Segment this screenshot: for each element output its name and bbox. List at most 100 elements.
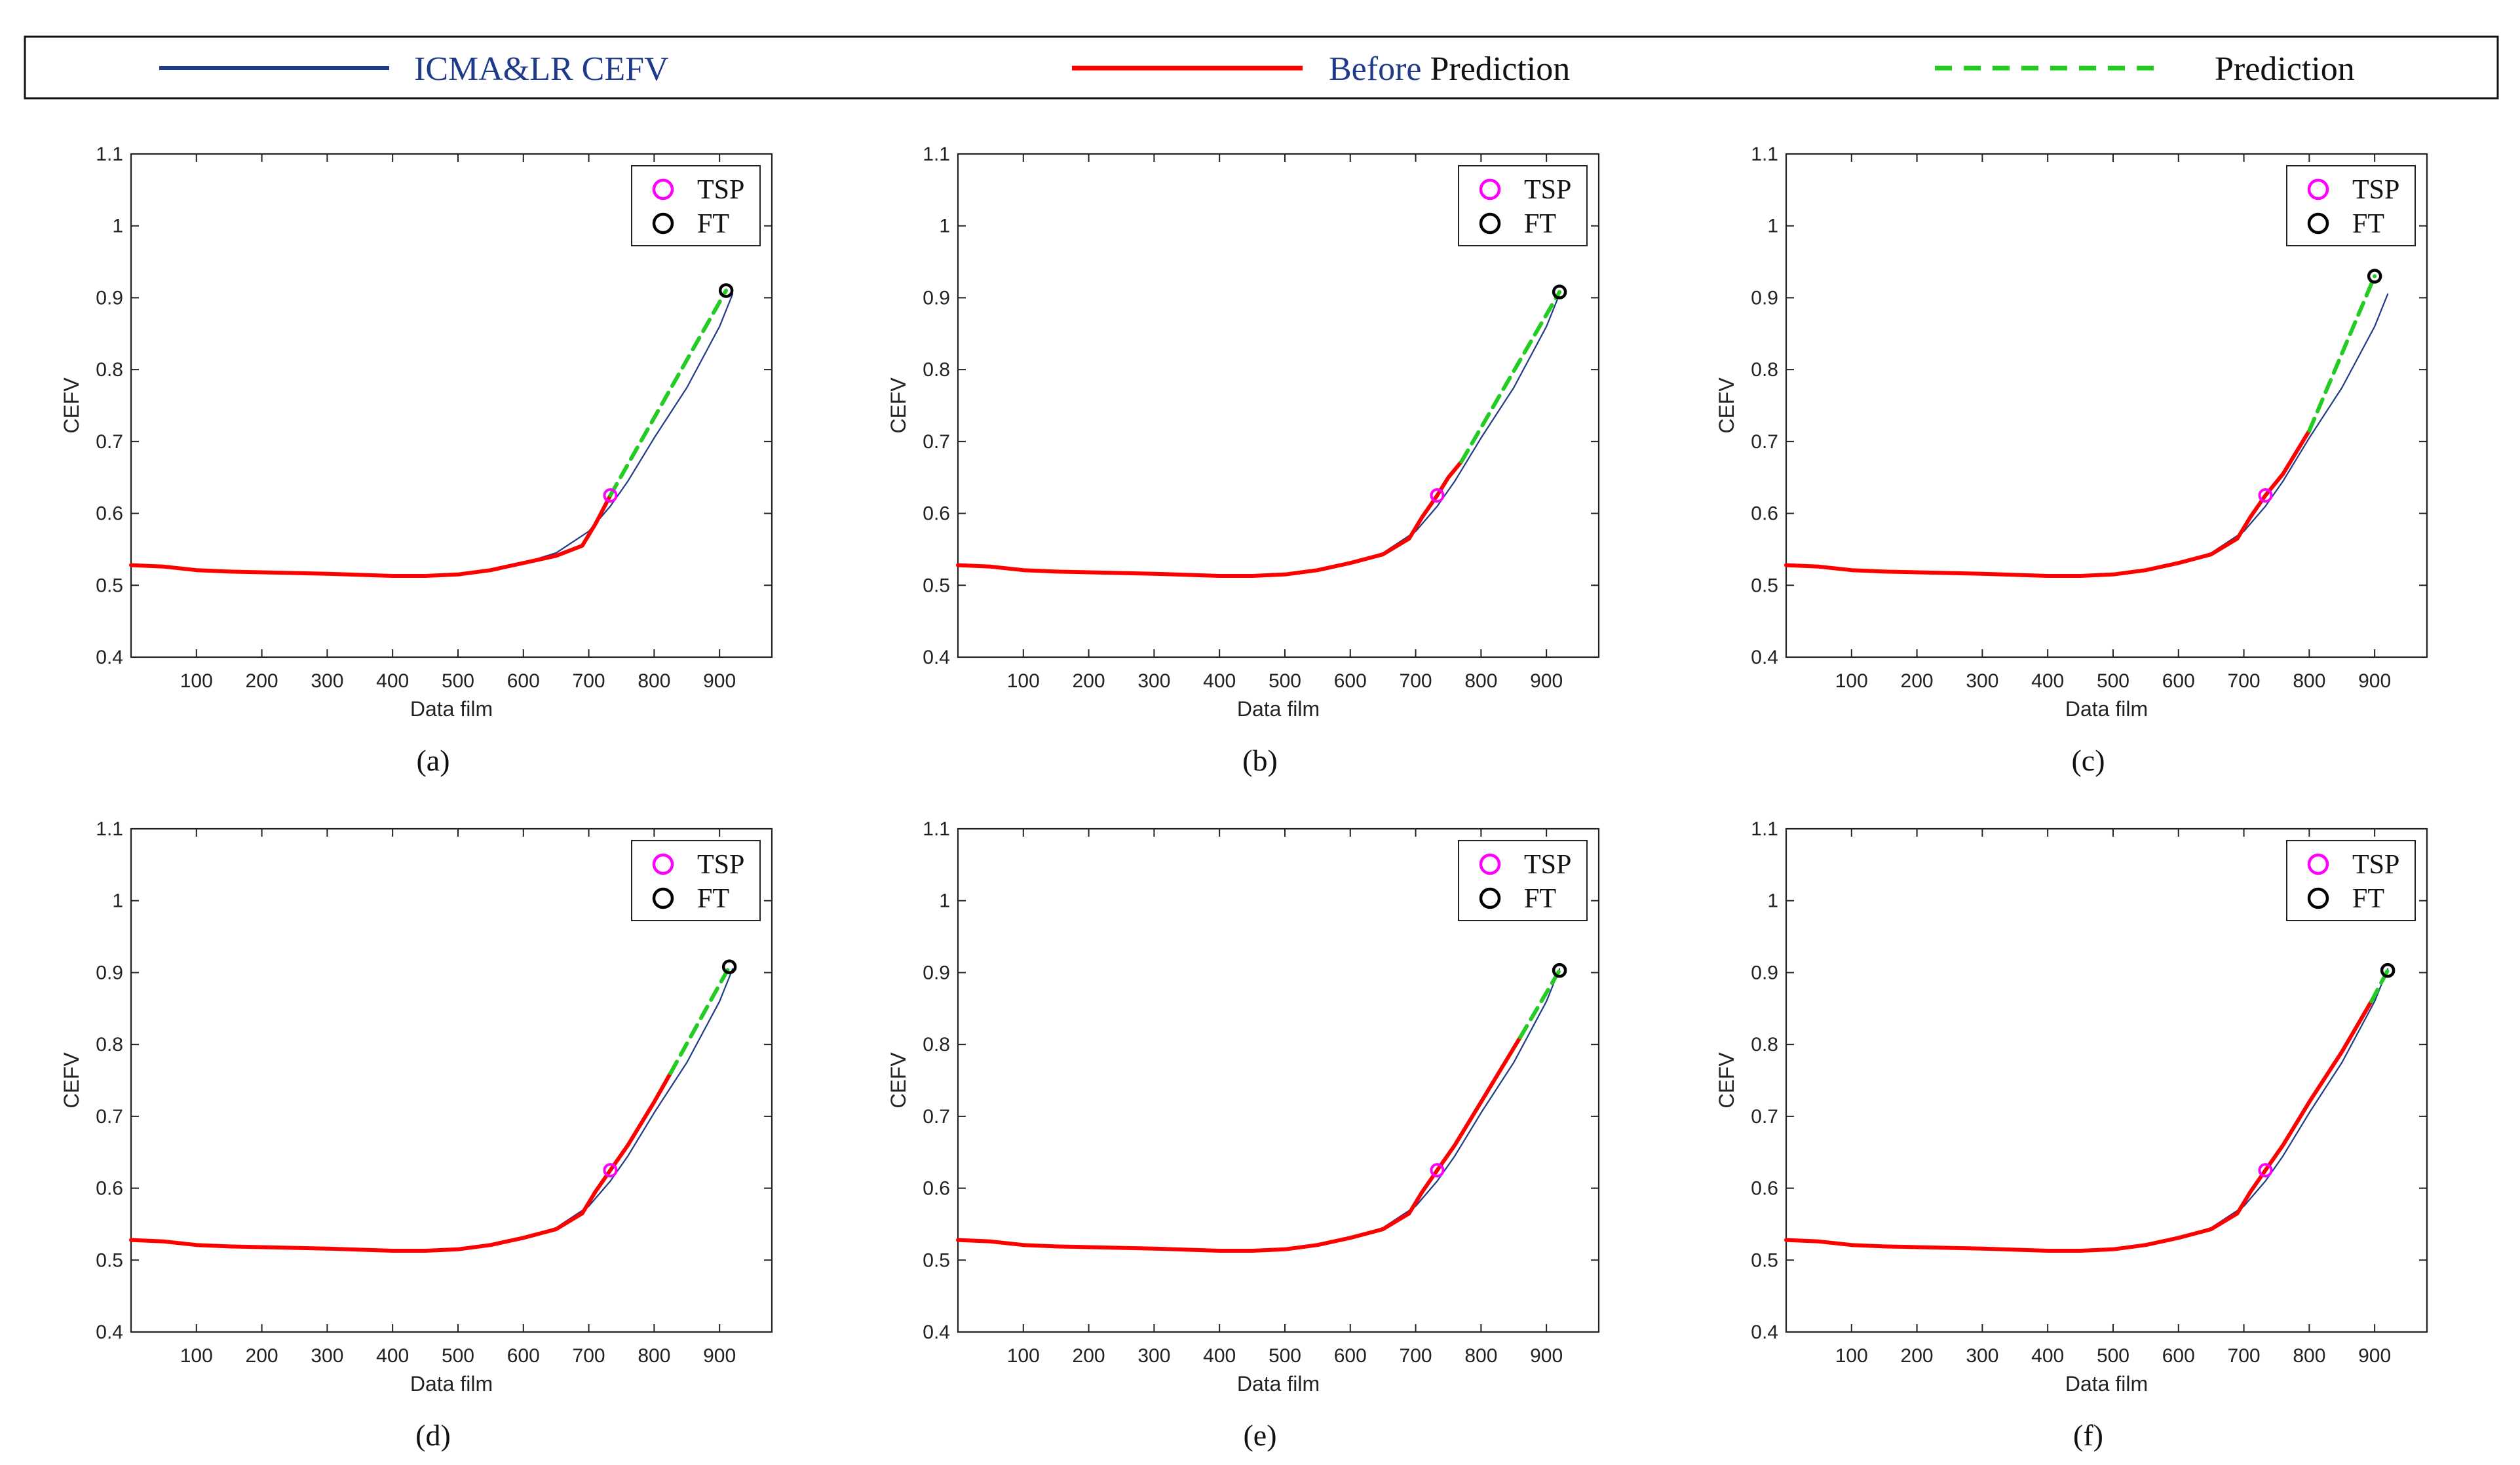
chart-a-xtick-label: 300: [311, 670, 343, 692]
chart-b-ytick-label: 1.1: [923, 143, 950, 165]
chart-a-ytick-label: 0.5: [96, 575, 123, 596]
chart-d-ft-marker: [721, 959, 737, 974]
chart-d-xtick-label: 900: [703, 1345, 736, 1367]
chart-b-ft-marker: [1552, 284, 1567, 299]
chart-e-xtick-label: 100: [1007, 1345, 1040, 1367]
chart-c-series-before: [1784, 428, 2312, 578]
chart-f-ytick-label: 1.1: [1751, 818, 1778, 840]
chart-c-ytick-label: 1.1: [1751, 143, 1778, 165]
chart-f-xtick-label: 300: [1966, 1345, 1998, 1367]
chart-f-xtick-label: 500: [2097, 1345, 2129, 1367]
chart-f-legend-tsp-icon: [2307, 853, 2329, 875]
chart-f-xtick-label: 600: [2162, 1345, 2195, 1367]
chart-d-xtick-label: 200: [246, 1345, 278, 1367]
chart-c-xtick-label: 600: [2162, 670, 2195, 692]
chart-e-xtick-label: 300: [1137, 1345, 1170, 1367]
legend-label-before: Before Prediction: [1329, 50, 1570, 88]
chart-b-xtick-label: 600: [1334, 670, 1367, 692]
chart-c-xtick-label: 100: [1835, 670, 1868, 692]
chart-e-xtick-label: 500: [1269, 1345, 1301, 1367]
legend-label-before-part2: Prediction: [1421, 50, 1570, 88]
chart-e-xtick-label: 800: [1464, 1345, 1497, 1367]
chart-b-legend-tsp-icon: [1479, 178, 1501, 200]
chart-c: 100 200 300 400 500 600 700 800 900 0.4 0.5 0.6 0.7 0…: [1715, 143, 2428, 777]
chart-d-xtick-label: 500: [442, 1345, 474, 1367]
chart-b-xtick-label: 700: [1400, 670, 1432, 692]
chart-e-ytick-label: 1: [939, 890, 950, 912]
chart-f: 100 200 300 400 500 600 700 800 900 0.4 0.5 0.6 0.7 0…: [1715, 818, 2428, 1452]
chart-e-ytick-label: 0.6: [923, 1178, 950, 1200]
chart-e-series-prediction: [1518, 968, 1562, 1040]
chart-e-xtick-label: 900: [1530, 1345, 1563, 1367]
chart-c-legend-ft-icon: [2307, 212, 2329, 235]
chart-d-ytick-label: 0.9: [96, 962, 123, 983]
chart-d-xtick-label: 800: [638, 1345, 670, 1367]
chart-c-xtick-label: 800: [2293, 670, 2325, 692]
chart-d-tsp-marker: [603, 1163, 618, 1178]
chart-e-xtick-label: 200: [1073, 1345, 1105, 1367]
chart-d-inner-legend: [631, 840, 761, 921]
chart-a-xtick-label: 200: [246, 670, 278, 692]
chart-e-caption: (e): [1243, 1418, 1276, 1452]
chart-f-xlabel: Data film: [2065, 1372, 2148, 1396]
chart-f-xtick-label: 400: [2031, 1345, 2064, 1367]
chart-f-ytick-label: 1: [1767, 890, 1778, 912]
chart-f-inner-legend: [2286, 840, 2416, 921]
chart-a-inner-legend: [631, 165, 761, 246]
chart-e-ylabel: CEFV: [887, 1052, 910, 1109]
chart-d-series-prediction: [668, 964, 732, 1075]
chart-b-xtick-label: 800: [1464, 670, 1497, 692]
chart-d-legend-ft-icon: [652, 887, 674, 909]
chart-d-xtick-label: 600: [507, 1345, 540, 1367]
chart-b-xtick-label: 300: [1137, 670, 1170, 692]
chart-a-tsp-marker: [603, 488, 618, 503]
chart-f-legend-ft-icon: [2307, 887, 2329, 909]
chart-a-legend-tsp-label: TSP: [697, 175, 744, 205]
chart-e-tsp-marker: [1430, 1163, 1445, 1178]
chart-e-xlabel: Data film: [1237, 1372, 1320, 1396]
chart-c-ft-marker: [2367, 269, 2382, 284]
chart-f-xtick-label: 800: [2293, 1345, 2325, 1367]
chart-a-ytick-label: 0.7: [96, 431, 123, 453]
chart-f-ft-marker: [2380, 962, 2396, 978]
chart-c-xtick-label: 300: [1966, 670, 1998, 692]
legend-label-icma: ICMA&LR CEFV: [414, 50, 669, 88]
chart-e-inner-legend: [1458, 840, 1588, 921]
chart-a-legend-tsp-icon: [652, 178, 674, 200]
chart-b-legend-ft-label: FT: [1524, 209, 1556, 239]
chart-e-ytick-label: 0.5: [923, 1249, 950, 1271]
chart-b-xtick-label: 500: [1269, 670, 1301, 692]
legend-label-prediction: Prediction: [2215, 50, 2355, 88]
chart-a-ytick-label: 0.8: [96, 359, 123, 381]
chart-c-xtick-label: 400: [2031, 670, 2064, 692]
chart-b-xtick-label: 900: [1530, 670, 1563, 692]
chart-e-legend-tsp-icon: [1479, 853, 1501, 875]
chart-c-tsp-marker: [2258, 488, 2273, 503]
chart-d-ytick-label: 0.6: [96, 1178, 123, 1200]
chart-a-ytick-label: 0.4: [96, 647, 123, 668]
chart-d-ytick-label: 0.8: [96, 1034, 123, 1056]
chart-e-ytick-label: 0.9: [923, 962, 950, 983]
chart-a-xtick-label: 700: [573, 670, 605, 692]
chart-a-series-before: [129, 493, 613, 578]
chart-d-xtick-label: 700: [573, 1345, 605, 1367]
chart-d-ylabel: CEFV: [60, 1052, 83, 1109]
chart-f-ytick-label: 0.7: [1751, 1106, 1778, 1128]
chart-b-ytick-label: 0.6: [923, 503, 950, 525]
chart-f-ylabel: CEFV: [1715, 1052, 1738, 1109]
chart-d-legend-tsp-icon: [652, 853, 674, 875]
chart-d-caption: (d): [415, 1418, 451, 1452]
chart-f-ytick-label: 0.9: [1751, 962, 1778, 983]
chart-a-ft-marker: [718, 283, 734, 298]
chart-c-xtick-label: 900: [2358, 670, 2391, 692]
chart-a-legend-ft-icon: [652, 212, 674, 235]
chart-b-xtick-label: 200: [1073, 670, 1105, 692]
chart-e-xtick-label: 400: [1203, 1345, 1236, 1367]
chart-c-xtick-label: 200: [1901, 670, 1934, 692]
chart-b-ylabel: CEFV: [887, 377, 910, 434]
chart-a-ylabel: CEFV: [60, 377, 83, 434]
chart-e-ytick-label: 1.1: [923, 818, 950, 840]
chart-a-legend-ft-label: FT: [697, 209, 729, 239]
chart-b-legend-tsp-label: TSP: [1524, 175, 1571, 205]
